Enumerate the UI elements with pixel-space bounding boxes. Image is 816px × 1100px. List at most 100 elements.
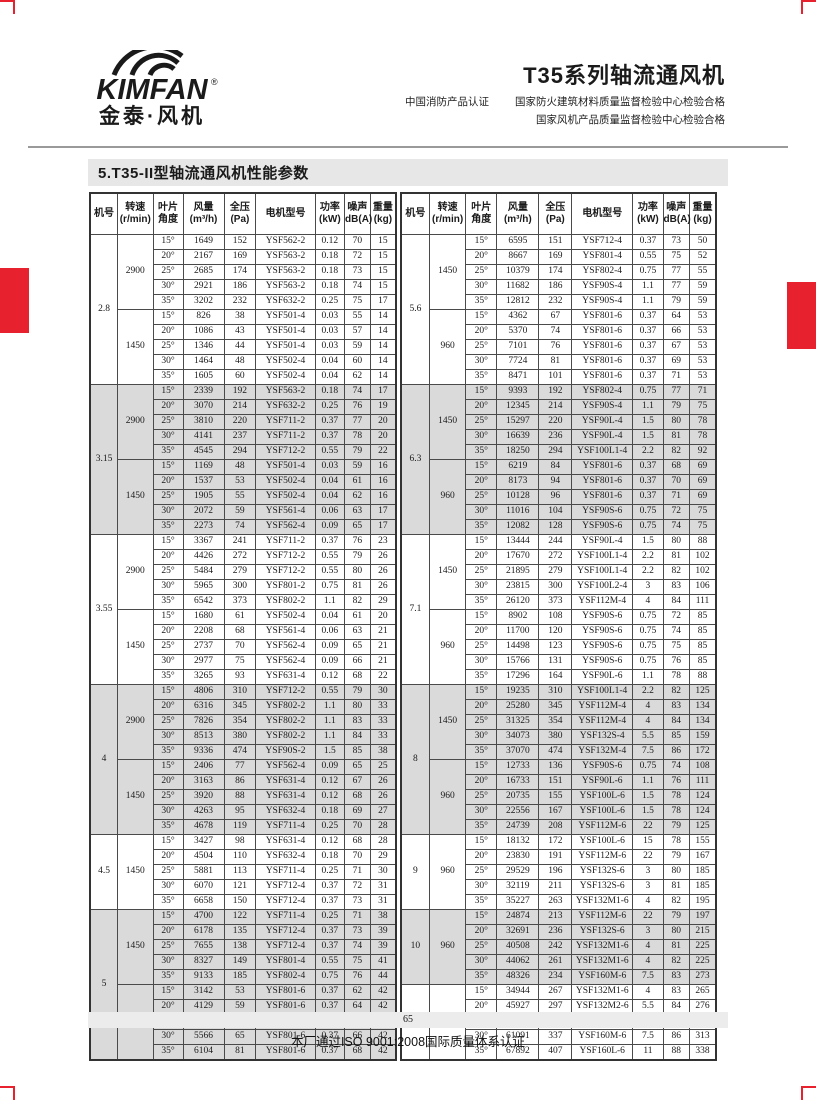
cell-noise: 88 [662, 1044, 690, 1061]
cell-blade-angle: 20° [152, 549, 184, 565]
table-row: 25° 31325 354 YSF112M-4 4 84 134 [401, 714, 717, 730]
cell-weight: 134 [688, 699, 717, 715]
cell-power: 1.5 [632, 414, 664, 430]
cell-noise: 55 [344, 309, 371, 325]
cell-blade-angle: 25° [465, 339, 498, 355]
cell-air-flow: 2921 [182, 279, 225, 295]
cell-blade-angle: 15° [465, 534, 498, 550]
cell-motor-model: YSF711-2 [255, 534, 316, 550]
cell-air-flow: 35227 [496, 894, 540, 910]
cell-motor-model: YSF563-2 [255, 279, 316, 295]
cell-motor-model: YSF112M-6 [571, 819, 634, 835]
table-row: 35° 48326 234 YSF160M-6 7.5 83 273 [401, 969, 717, 985]
cell-power: 7.5 [632, 969, 664, 985]
cell-air-flow: 29529 [496, 864, 540, 880]
cell-weight: 155 [688, 834, 717, 850]
cell-air-flow: 4362 [496, 309, 540, 325]
cell-air-flow: 37070 [496, 744, 540, 760]
cell-noise: 75 [662, 639, 690, 655]
cell-noise: 71 [344, 864, 371, 880]
cell-motor-model: YSF160M-6 [571, 969, 634, 985]
cell-motor-model: YSF562-4 [255, 654, 316, 670]
cell-blade-angle: 25° [465, 789, 498, 805]
cell-blade-angle: 25° [152, 939, 184, 955]
table-row: 30° 2921 186 YSF563-2 0.18 74 15 [90, 279, 397, 295]
cell-power: 3 [632, 879, 664, 895]
cell-weight: 124 [688, 789, 717, 805]
cell-power: 1.1 [632, 669, 664, 685]
cell-noise: 82 [344, 594, 371, 610]
cell-total-pressure: 60 [223, 369, 257, 385]
cell-noise: 74 [344, 279, 371, 295]
cell-blade-angle: 35° [465, 744, 498, 760]
cell-motor-model: YSF132S-6 [571, 864, 634, 880]
cell-weight: 39 [369, 939, 397, 955]
cell-weight: 33 [369, 714, 397, 730]
table-row: 960 15° 12733 136 YSF90S-6 0.75 74 108 [401, 759, 717, 835]
cell-blade-angle: 30° [465, 279, 498, 295]
table-row: 20° 2167 169 YSF563-2 0.18 72 15 [90, 249, 397, 265]
table-row: 1450 15° 1169 48 YSF501-4 0.03 59 16 [90, 459, 397, 535]
table-row: 35° 6658 150 YSF712-4 0.37 73 31 [90, 894, 397, 910]
column-header: 叶片 角度 [152, 192, 184, 235]
cell-weight: 17 [369, 504, 397, 520]
cell-total-pressure: 310 [223, 684, 257, 700]
cell-motor-model: YSF801-6 [571, 339, 634, 355]
cell-weight: 85 [688, 609, 717, 625]
cell-power: 0.18 [314, 279, 346, 295]
cell-air-flow: 5965 [182, 579, 225, 595]
cell-blade-angle: 35° [152, 594, 184, 610]
cell-weight: 78 [688, 414, 717, 430]
cell-weight: 75 [688, 519, 717, 535]
cell-speed: 960 [428, 759, 467, 835]
table-row: 25° 14498 123 YSF90S-6 0.75 75 85 [401, 639, 717, 655]
cell-blade-angle: 15° [465, 384, 498, 400]
cell-air-flow: 3367 [182, 534, 225, 550]
cell-power: 2.2 [632, 444, 664, 460]
cell-blade-angle: 25° [465, 414, 498, 430]
cell-blade-angle: 15° [152, 234, 184, 250]
cell-weight: 15 [369, 279, 397, 295]
cell-air-flow: 5370 [496, 324, 540, 340]
cell-total-pressure: 211 [538, 879, 573, 895]
cell-power: 0.37 [632, 474, 664, 490]
cell-weight: 38 [369, 744, 397, 760]
cell-air-flow: 16733 [496, 774, 540, 790]
cell-motor-model: YSF631-4 [255, 669, 316, 685]
cell-speed: 1450 [117, 309, 154, 385]
section-header-bar: 5.T35-II型轴流通风机性能参数 [88, 159, 728, 186]
cell-power: 0.03 [314, 459, 346, 475]
cell-noise: 69 [344, 804, 371, 820]
cell-blade-angle: 30° [152, 804, 184, 820]
cell-air-flow: 44062 [496, 954, 540, 970]
cell-total-pressure: 53 [223, 984, 257, 1000]
cell-total-pressure: 81 [223, 1044, 257, 1061]
cell-power: 0.75 [314, 579, 346, 595]
column-header: 电机型号 [255, 192, 316, 235]
cell-air-flow: 1169 [182, 459, 225, 475]
cell-power: 0.04 [314, 609, 346, 625]
cell-air-flow: 2977 [182, 654, 225, 670]
column-header: 噪声 dB(A) [344, 192, 372, 235]
cell-blade-angle: 35° [152, 969, 184, 985]
table-row: 20° 23830 191 YSF112M-6 22 79 167 [401, 849, 717, 865]
cell-power: 0.12 [314, 789, 346, 805]
cell-total-pressure: 345 [223, 699, 257, 715]
cell-air-flow: 2685 [182, 264, 225, 280]
cell-blade-angle: 20° [152, 324, 184, 340]
cell-motor-model: YSF801-6 [571, 309, 634, 325]
cell-power: 0.55 [314, 549, 346, 565]
cell-motor-model: YSF801-4 [255, 954, 316, 970]
cell-total-pressure: 44 [223, 339, 257, 355]
cell-weight: 23 [369, 534, 397, 550]
cell-motor-model: YSF801-4 [571, 249, 634, 265]
table-row: 20° 4129 59 YSF801-6 0.37 64 42 [90, 999, 397, 1015]
cell-power: 0.37 [314, 414, 346, 430]
table-row: 20° 32691 236 YSF132S-6 3 80 215 [401, 924, 717, 940]
cell-speed: 960 [428, 834, 467, 910]
cell-total-pressure: 68 [223, 624, 257, 640]
cell-total-pressure: 300 [538, 579, 573, 595]
cell-weight: 29 [369, 594, 397, 610]
cell-motor-model: YSF712-4 [571, 234, 634, 250]
